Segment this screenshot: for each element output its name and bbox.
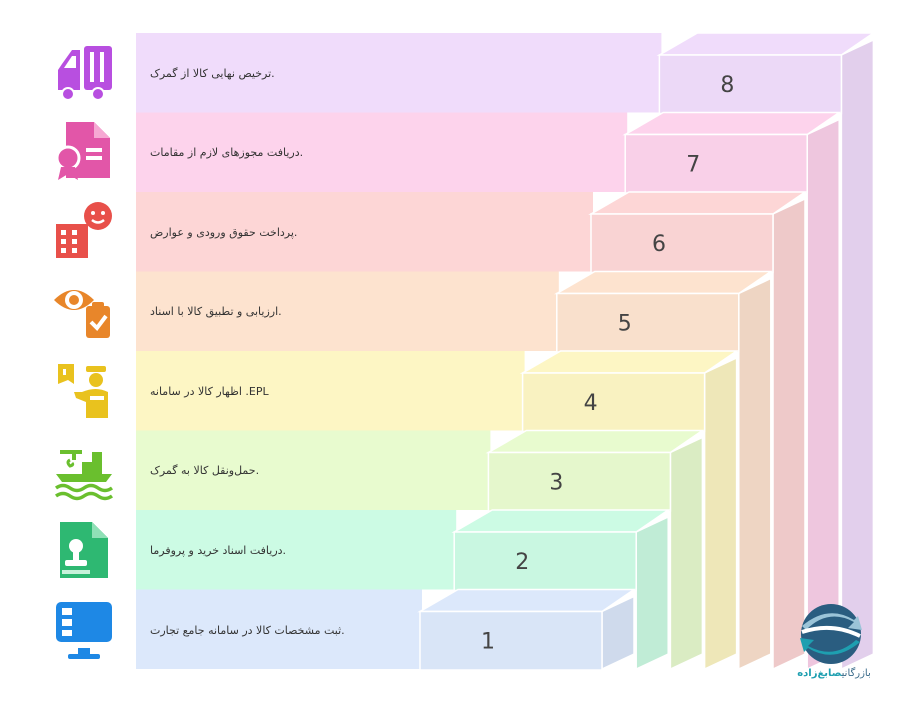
step-4-number: 4: [584, 391, 598, 416]
inspection-eye-clipboard-icon: [54, 290, 110, 338]
step-3-side-face: [669, 436, 704, 671]
step-6-side-face: [772, 197, 806, 671]
logo-word-1: بازرگانی: [841, 668, 871, 679]
step-8-number: 8: [720, 73, 734, 98]
step-8-front-face: [658, 54, 843, 115]
step-2-label: .دریافت اسناد خرید و پروفرما: [150, 543, 287, 557]
building-payment-icon: [56, 202, 112, 258]
certificate-document-icon: [55, 122, 110, 180]
company-logo-text: بازرگانیصابغ‌زاده: [786, 668, 882, 679]
step-4-front-face: [521, 372, 706, 433]
trade-arrows-logo-icon: [800, 604, 862, 664]
document-stamp-icon: [60, 522, 108, 578]
step-7-front-face: [624, 133, 808, 194]
step-band-1: [136, 589, 422, 669]
step-8-top-face: [656, 32, 876, 56]
step-band-6: [136, 192, 593, 272]
customs-officer-icon: [58, 364, 108, 418]
step-7-label: .دریافت مجوزهای لازم از مقامات: [150, 145, 304, 159]
step-1-label: .ثبت مشخصات کالا در سامانه جامع تجارت: [150, 623, 345, 637]
step-band-2: [136, 510, 457, 590]
step-4-side-face: [703, 356, 738, 671]
step-7-number: 7: [686, 153, 700, 178]
computer-monitor-icon: [56, 602, 112, 659]
step-band-3: [136, 430, 491, 510]
step-5-number: 5: [618, 312, 632, 337]
step-7-side-face: [806, 118, 840, 671]
step-2-number: 2: [515, 550, 529, 575]
step-3-number: 3: [549, 471, 563, 496]
step-8-label: .ترخیص نهایی کالا از گمرک: [150, 66, 275, 80]
step-4-label: EPL. اظهار کالا در سامانه: [150, 384, 269, 398]
step-band-8: [136, 33, 662, 113]
step-8-side-face: [840, 38, 875, 671]
step-3-front-face: [487, 451, 672, 512]
step-2-side-face: [635, 515, 669, 671]
step-5-front-face: [556, 292, 740, 353]
step-band-4: [136, 351, 525, 431]
step-6-top-face: [588, 191, 808, 215]
step-2-front-face: [453, 531, 637, 592]
step-7-top-face: [622, 111, 842, 136]
step-band-5: [136, 271, 559, 351]
step-5-side-face: [738, 277, 772, 671]
step-4-top-face: [519, 350, 740, 374]
step-2-top-face: [451, 509, 671, 533]
step-3-top-face: [485, 429, 705, 454]
step-3-label: .حمل‌ونقل کالا به گمرک: [150, 463, 260, 477]
cargo-ship-crane-icon: [54, 450, 114, 501]
truck-icon: [58, 46, 112, 101]
step-1-number: 1: [481, 630, 495, 655]
step-6-number: 6: [652, 232, 666, 257]
step-band-7: [136, 112, 628, 192]
step-1-top-face: [417, 588, 637, 613]
step-1-front-face: [419, 610, 603, 671]
step-5-label: .ارزیابی و تطبیق کالا با اسناد: [150, 304, 282, 318]
step-5-top-face: [554, 270, 774, 295]
step-6-front-face: [590, 213, 774, 274]
step-6-label: .پرداخت حقوق ورودی و عوارض: [150, 225, 298, 239]
logo-word-2: صابغ‌زاده: [797, 668, 842, 679]
